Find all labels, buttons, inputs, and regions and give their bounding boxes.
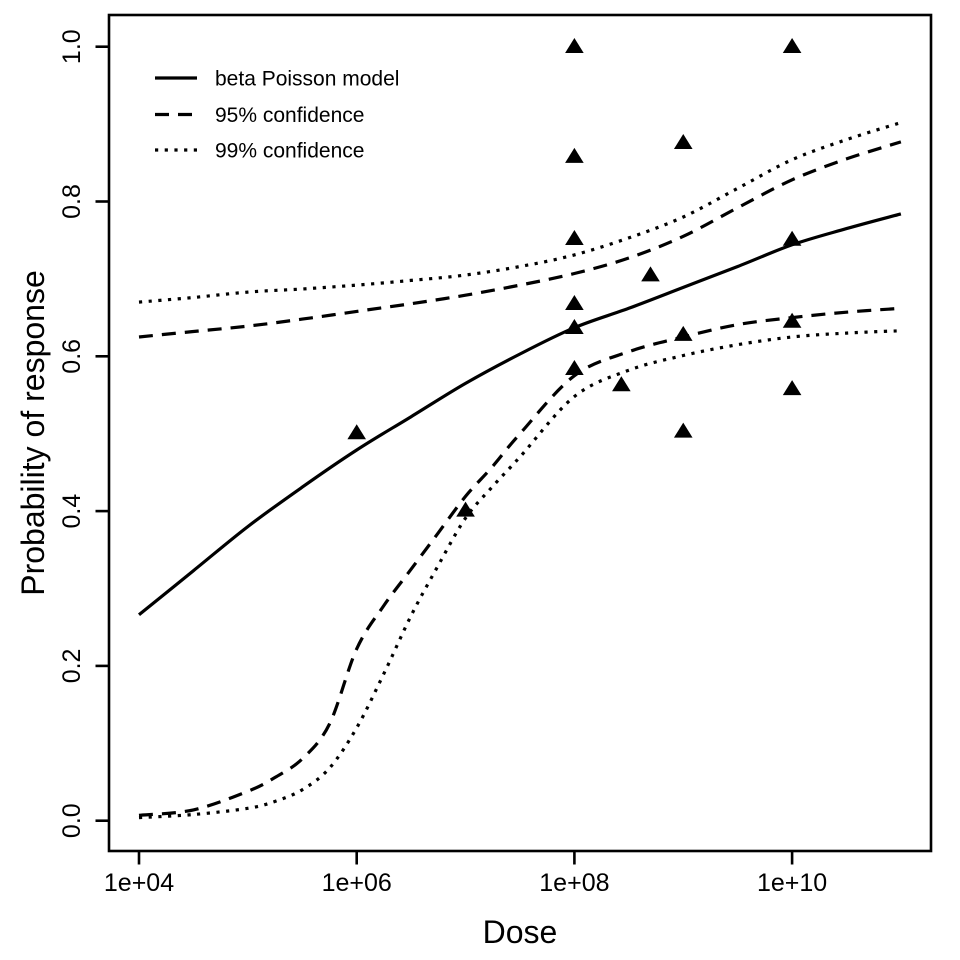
- curve-99-confidence-lower: [138, 329, 901, 820]
- data-point-triangle: [565, 229, 584, 245]
- data-point-triangle: [565, 359, 584, 375]
- y-tick-label: 1.0: [58, 29, 86, 64]
- legend-label-95-confidence: 95% confidence: [215, 104, 364, 127]
- data-point-triangle: [782, 38, 802, 53]
- data-point-triangle: [565, 294, 584, 310]
- x-tick-label: 1e+10: [757, 869, 827, 897]
- legend: beta Poisson model 95% confidence 99% co…: [155, 68, 399, 163]
- y-tick-label: 0.8: [58, 184, 86, 219]
- x-axis-title: Dose: [483, 914, 558, 950]
- y-axis-title: Probability of response: [15, 270, 51, 596]
- data-point-triangle: [673, 133, 693, 149]
- y-tick-label: 0.0: [58, 803, 86, 838]
- data-point-triangle: [641, 266, 660, 282]
- x-tick-label: 1e+08: [539, 869, 609, 897]
- data-point-triangle: [673, 422, 693, 438]
- y-tick-label: 0.6: [58, 339, 86, 374]
- data-point-triangle: [565, 318, 584, 334]
- data-point-triangle: [612, 376, 631, 392]
- curve-95-confidence-lower: [138, 306, 902, 817]
- legend-label-99-confidence: 99% confidence: [215, 140, 364, 163]
- data-point-triangle: [782, 312, 802, 328]
- plot-border: [107, 13, 933, 853]
- y-tick-label: 0.4: [58, 494, 86, 529]
- data-point-triangle: [456, 501, 475, 517]
- model-curves: [137, 121, 902, 820]
- x-tick-label: 1e+06: [322, 869, 392, 897]
- data-point-triangle: [565, 147, 584, 163]
- data-point-triangle: [782, 380, 802, 396]
- legend-label-beta-poisson: beta Poisson model: [215, 68, 399, 91]
- data-point-triangle: [782, 230, 802, 246]
- data-point-triangle: [565, 38, 584, 53]
- data-points: [347, 38, 802, 517]
- x-tick-label: 1e+04: [104, 869, 174, 897]
- axis-ticks: 1e+04 1e+06 1e+08 1e+10 0.0 0.2 0.4 0.6 0.8 1.0: [58, 29, 827, 897]
- data-point-triangle: [673, 325, 693, 341]
- curve-95-confidence-upper: [138, 140, 902, 339]
- data-point-triangle: [347, 424, 366, 440]
- y-tick-label: 0.2: [58, 649, 86, 684]
- curve-beta-poisson-model: [137, 212, 902, 617]
